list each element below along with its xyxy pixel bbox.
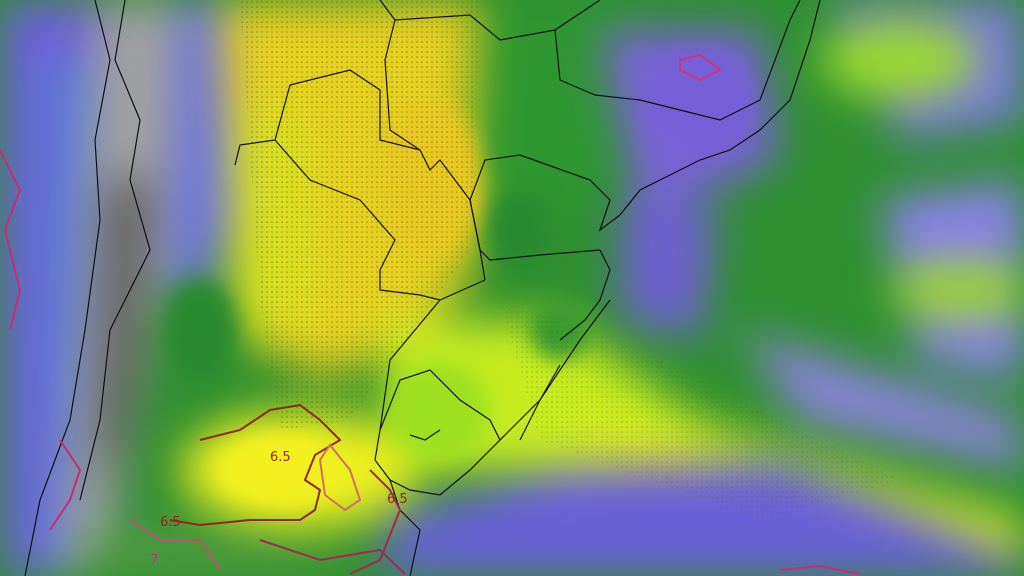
contour-label: 7 — [150, 553, 158, 568]
contour-label: 6.5 — [160, 515, 181, 530]
stipple-area — [500, 300, 900, 520]
contour-label: 6.5 — [387, 492, 408, 507]
country-borders — [24, 0, 821, 576]
stipple-area — [240, 0, 480, 430]
contour-label: 6.5 — [270, 450, 291, 465]
contour-labels: 6.5 6.5 6.5 7 — [150, 450, 408, 568]
contour-lines — [0, 53, 861, 575]
